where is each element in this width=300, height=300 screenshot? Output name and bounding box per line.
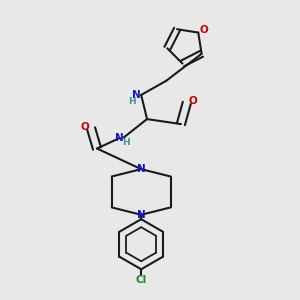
Text: N: N [132,90,141,100]
Text: H: H [128,97,135,106]
Text: O: O [199,25,208,34]
Text: O: O [80,122,89,132]
Text: O: O [189,96,198,106]
Text: N: N [137,164,146,174]
Text: N: N [115,133,124,143]
Text: H: H [122,138,129,147]
Text: Cl: Cl [136,275,147,285]
Text: N: N [137,210,146,220]
